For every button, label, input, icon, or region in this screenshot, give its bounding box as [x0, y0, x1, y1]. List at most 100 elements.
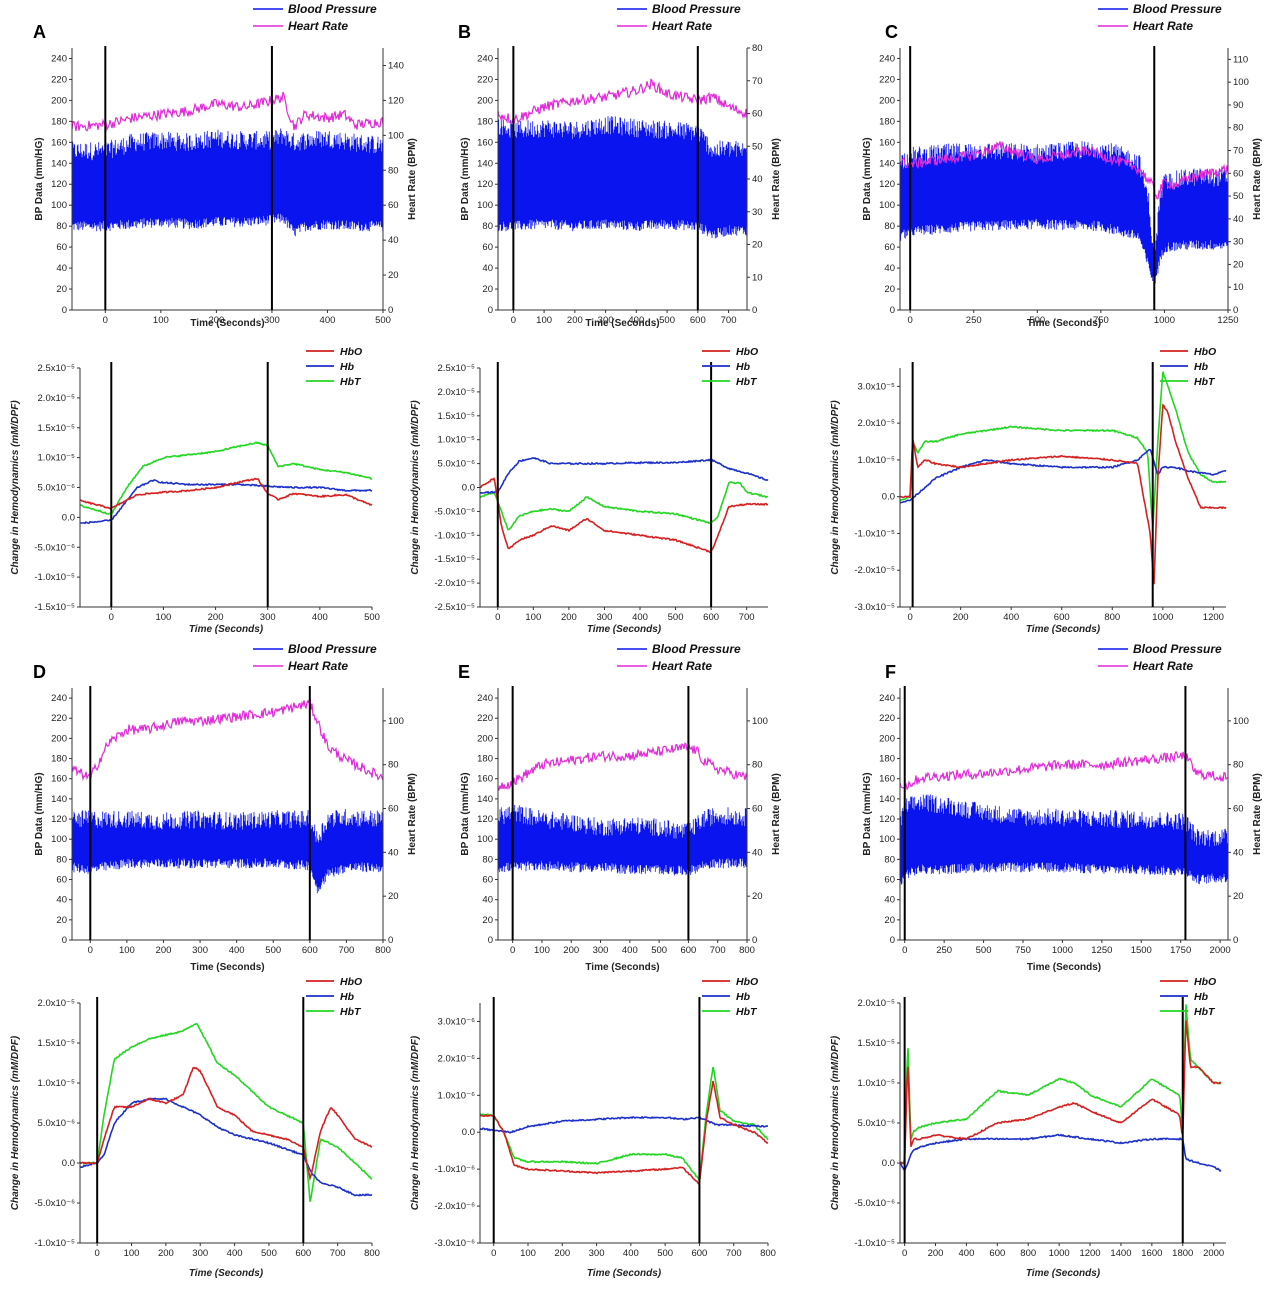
- y-tick-label-right: 20: [752, 891, 763, 902]
- y-tick-label-left: 80: [884, 854, 895, 865]
- y-tick-label: 2.0x10⁻⁶: [438, 1053, 476, 1064]
- x-tick-label: 300: [597, 612, 613, 623]
- y-tick-label-right: 90: [1233, 100, 1244, 111]
- panel-label: C: [885, 22, 898, 42]
- x-tick-label: 300: [192, 1248, 208, 1259]
- y-tick-label: 3.0x10⁻⁵: [858, 381, 896, 392]
- hb-trace: [899, 1133, 1222, 1173]
- x-tick-label: 400: [628, 315, 644, 326]
- x-tick-label: 400: [320, 315, 336, 326]
- legend-bp-label: Blood Pressure: [288, 642, 377, 656]
- x-tick-label: 200: [953, 612, 969, 623]
- y-tick-label-left: 180: [477, 116, 493, 127]
- x-tick-label: 1250: [1091, 945, 1112, 956]
- bp-hr-chart-a: 0 100 200 300 400 500020406080100120140160180…: [33, 2, 418, 329]
- y-tick-label-left: 240: [51, 693, 67, 704]
- panel-label: D: [33, 662, 46, 682]
- y-tick-label-left: 100: [51, 834, 67, 845]
- y-tick-label-right: 80: [1233, 760, 1244, 771]
- legend-hb-label: Hb: [736, 361, 751, 373]
- hemodynamics-chart-a: 0 100 200 300 400 500 -1.5x10⁻⁵ -1.0x10⁻⁵ -5.0x1…: [10, 346, 380, 635]
- y-tick-label-left: 100: [477, 834, 493, 845]
- legend-hbt-label: HbT: [340, 1006, 362, 1018]
- x-tick-label: 1600: [1141, 1248, 1162, 1259]
- legend-bp-label: Blood Pressure: [288, 2, 377, 16]
- y-tick-label-left: 100: [51, 200, 67, 211]
- x-tick-label: 0: [95, 1248, 100, 1259]
- y-tick-label-left: 220: [477, 74, 493, 85]
- y-tick-label-left: 100: [879, 200, 895, 211]
- bp-trace: [71, 128, 384, 237]
- legend-hb-label: Hb: [736, 991, 751, 1003]
- y-tick-label: -1.0x10⁻⁵: [854, 528, 895, 539]
- y-axis-label-right: Heart Rate (BPM): [1252, 138, 1263, 220]
- x-tick-label: 250: [936, 945, 952, 956]
- y-tick-label-left: 140: [879, 158, 895, 169]
- legend-hbo-label: HbO: [340, 346, 362, 358]
- y-tick-label: 1.0x10⁻⁵: [858, 1078, 896, 1089]
- y-tick-label: 0.0: [882, 1158, 895, 1169]
- y-tick-label: 1.5x10⁻⁵: [38, 423, 76, 434]
- y-tick-label: -1.0x10⁻⁵: [854, 1238, 895, 1249]
- x-tick-label: 600: [703, 612, 719, 623]
- x-tick-label: 200: [563, 945, 579, 956]
- x-tick-label: 700: [721, 315, 737, 326]
- y-tick-label-left: 200: [879, 733, 895, 744]
- y-tick-label-left: 200: [477, 95, 493, 106]
- y-tick-label-left: 160: [51, 137, 67, 148]
- y-tick-label: 1.5x10⁻⁵: [858, 1038, 896, 1049]
- y-tick-label-right: 10: [752, 272, 763, 283]
- y-tick-label: -1.0x10⁻⁵: [34, 572, 75, 583]
- x-tick-label: 100: [525, 612, 541, 623]
- y-tick-label-right: 120: [388, 95, 404, 106]
- y-tick-label-left: 100: [477, 200, 493, 211]
- y-tick-label: 1.0x10⁻⁵: [38, 453, 76, 464]
- x-tick-label: 500: [1029, 315, 1045, 326]
- y-tick-label-left: 60: [482, 875, 493, 886]
- y-tick-label-left: 20: [884, 915, 895, 926]
- y-tick-label: 2.0x10⁻⁵: [858, 998, 896, 1009]
- y-tick-label: 2.0x10⁻⁵: [38, 998, 76, 1009]
- y-tick-label-left: 200: [879, 95, 895, 106]
- y-tick-label-left: 160: [477, 137, 493, 148]
- hr-trace: [497, 78, 748, 125]
- hr-trace: [899, 750, 1229, 791]
- hemodynamics-chart-b: 0 100 200 300 400 500 600 700 -2.5x10⁻⁵ -2.0x10⁻⁵…: [410, 346, 769, 635]
- x-tick-label: 1200: [1203, 612, 1224, 623]
- hb-trace: [479, 1115, 768, 1134]
- x-tick-label: 0: [495, 612, 500, 623]
- hr-trace: [71, 91, 384, 132]
- y-tick-label-left: 60: [56, 875, 67, 886]
- legend-hbo-label: HbO: [340, 976, 362, 988]
- y-axis-label: Change in Hemodynamics (mM/DPF): [410, 1035, 421, 1210]
- x-tick-label: 100: [124, 1248, 140, 1259]
- x-tick-label: 1500: [1131, 945, 1152, 956]
- y-tick-label-left: 100: [879, 834, 895, 845]
- x-tick-label: 2000: [1203, 1248, 1224, 1259]
- legend-bp-label: Blood Pressure: [652, 2, 741, 16]
- x-tick-label: 300: [593, 945, 609, 956]
- x-tick-label: 200: [208, 612, 224, 623]
- legend-hb-label: Hb: [1194, 991, 1209, 1003]
- y-tick-label-right: 60: [388, 804, 399, 815]
- y-tick-label-right: 100: [388, 716, 404, 727]
- legend-hb-label: Hb: [1194, 361, 1209, 373]
- y-axis-label-right: Heart Rate (BPM): [1252, 773, 1263, 855]
- x-tick-label: 0: [510, 945, 515, 956]
- bp-trace: [71, 808, 384, 894]
- y-tick-label: -1.5x10⁻⁵: [434, 554, 475, 565]
- y-tick-label: 1.0x10⁻⁵: [858, 455, 896, 466]
- y-axis-label-left: BP Data (mm/HG): [34, 772, 45, 855]
- x-tick-label: 0: [908, 315, 913, 326]
- x-tick-label: 800: [1020, 1248, 1036, 1259]
- y-tick-label-left: 140: [51, 794, 67, 805]
- hr-trace: [497, 742, 748, 791]
- y-tick-label-left: 200: [51, 95, 67, 106]
- y-tick-label-left: 80: [56, 854, 67, 865]
- x-axis-label: Time (Seconds): [587, 624, 662, 635]
- x-tick-label: 500: [375, 315, 391, 326]
- y-tick-label-left: 220: [477, 713, 493, 724]
- x-tick-label: 800: [739, 945, 755, 956]
- x-axis-label: Time (Seconds): [1027, 318, 1101, 329]
- y-tick-label-right: 0: [1233, 935, 1238, 946]
